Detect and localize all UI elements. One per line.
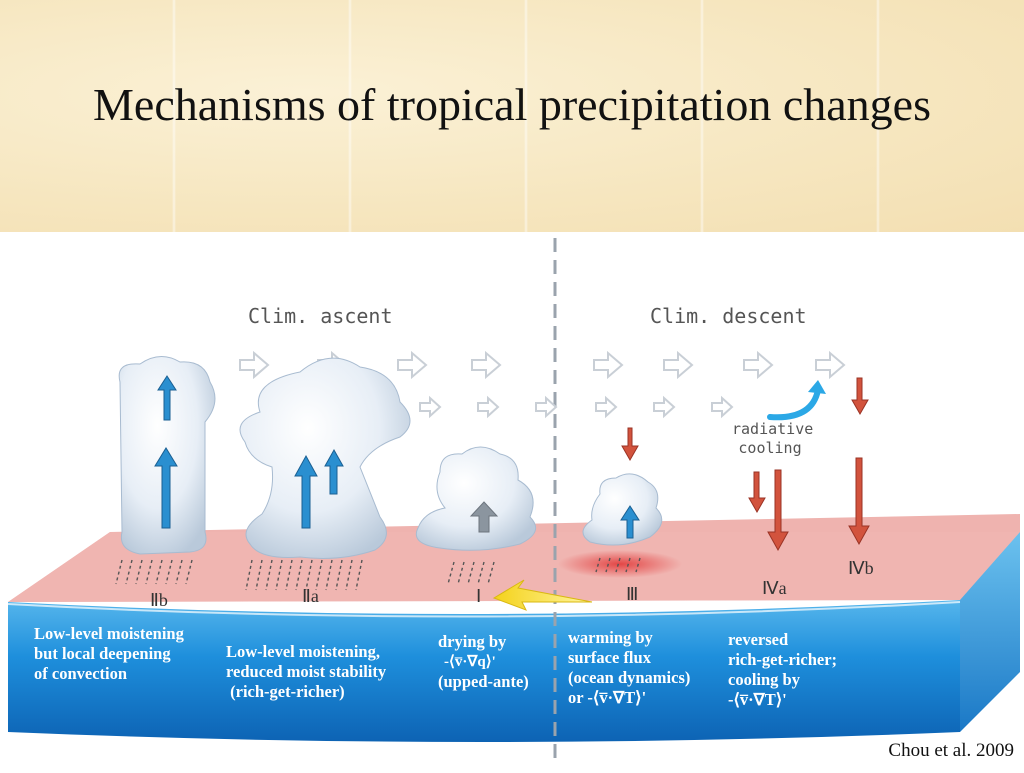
cloud-i (415, 446, 537, 551)
advection-arrow (492, 579, 593, 611)
flow-arrows (239, 350, 846, 419)
page-title: Mechanisms of tropical precipitation cha… (93, 79, 931, 130)
rain-streaks (115, 557, 641, 591)
ocean-side (960, 532, 1020, 732)
descent-arrows (621, 377, 870, 552)
cloud-iii (582, 473, 663, 546)
radiative-cooling-label: radiative cooling (732, 420, 814, 457)
clim-ascent-label: Clim. ascent (248, 304, 393, 328)
region-label-iii: Ⅲ (626, 584, 639, 604)
ascent-arrows (154, 375, 640, 539)
caption-iii: warming by surface flux (ocean dynamics) or… (568, 628, 691, 707)
surface-warming-glow (558, 550, 682, 578)
diagram-canvas (7, 238, 1020, 762)
region-label-iib: Ⅱb (150, 590, 168, 610)
radiative-cooling-arrow (767, 387, 821, 421)
caption-iia: Low-level moistening, reduced moist stabi… (226, 642, 387, 701)
ocean-front (8, 600, 960, 742)
region-label-iva: Ⅳa (762, 578, 787, 598)
region-label-iia: Ⅱa (302, 586, 319, 606)
clim-descent-label: Clim. descent (650, 304, 807, 328)
caption-iib: Low-level moistening but local deepening o… (34, 624, 184, 683)
citation: Chou et al. 2009 (888, 740, 1014, 761)
weakened-ascent-arrow (469, 501, 499, 533)
caption-i: drying by -⟨v̅·∇q⟩' (upped-ante) (438, 632, 529, 691)
region-label-i: Ⅰ (476, 586, 482, 606)
title-banner: Mechanisms of tropical precipitation cha… (0, 0, 1024, 232)
region-label-ivb: Ⅳb (848, 558, 874, 578)
caption-iva: reversed rich-get-richer; cooling by -⟨v̅·∇… (728, 630, 838, 709)
cloud-iia (239, 357, 411, 559)
mechanism-diagram: Clim. ascent Clim. descent radiative coo… (0, 232, 1024, 768)
